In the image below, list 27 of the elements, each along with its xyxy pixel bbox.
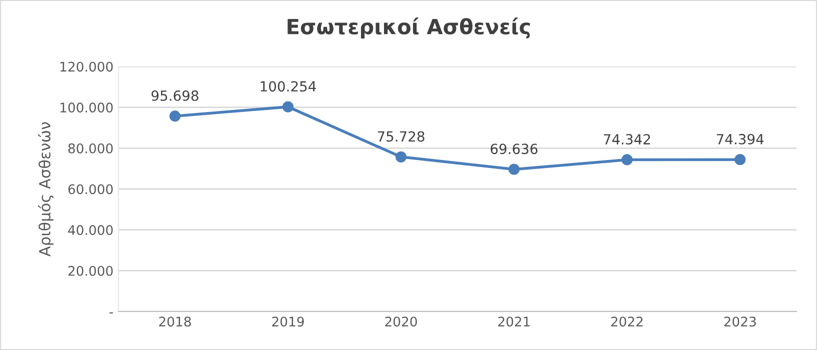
x-tick-label: 2018 (159, 316, 191, 327)
x-tick-label: 2019 (272, 316, 304, 327)
point (508, 164, 520, 175)
y-tick-label: 100.000 (60, 102, 113, 113)
y-tick-label: 80.000 (68, 143, 113, 154)
point (282, 101, 294, 112)
data-label: 100.254 (260, 81, 316, 92)
point (395, 151, 407, 162)
data-label: 74.342 (604, 134, 650, 145)
x-tick-label: 2020 (385, 316, 417, 327)
data-label: 95.698 (152, 90, 198, 101)
y-tick-label: 60.000 (68, 184, 113, 194)
point (621, 154, 633, 166)
data-label: 74.394 (716, 134, 764, 144)
x-tick-label: 2023 (724, 316, 756, 327)
y-tick-label: 20.000 (68, 266, 113, 276)
x-tick-label: 2021 (498, 316, 530, 327)
data-label: 75.728 (378, 131, 424, 142)
chart-title: Εσωτερικοί Ασθενείς (288, 18, 530, 38)
y-tick-label: - (109, 312, 113, 314)
y-tick-label: 120.000 (60, 62, 113, 72)
point (169, 110, 181, 122)
y-tick-label: 40.000 (68, 225, 113, 236)
data-label: 69.636 (490, 144, 538, 154)
x-tick-label: 2022 (611, 316, 643, 327)
point (734, 154, 746, 166)
y-axis-title: Αριθμός Ασθενών (38, 122, 54, 256)
